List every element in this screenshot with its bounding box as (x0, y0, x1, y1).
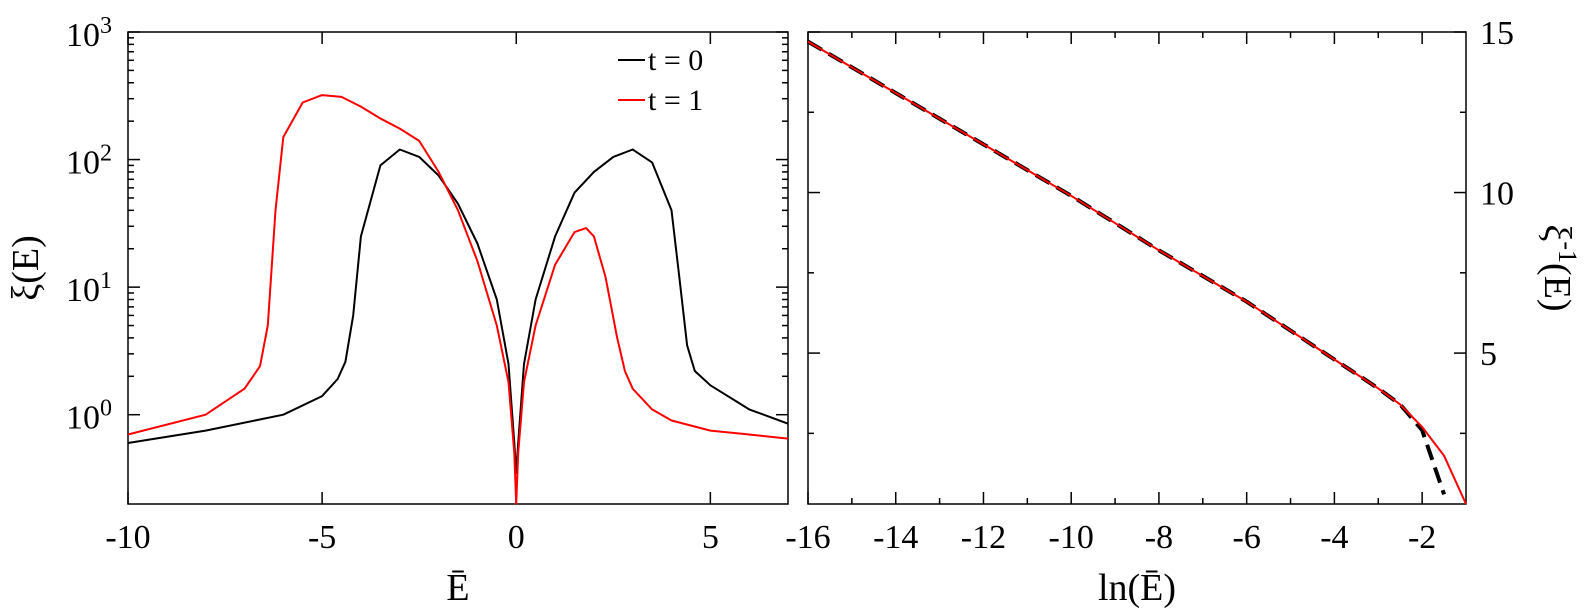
right-series-line (806, 39, 1446, 496)
right-series-line (807, 40, 1467, 505)
left-plot-frame (127, 31, 789, 505)
right-x-tick-label: -14 (873, 519, 918, 556)
right-x-tick-label: -12 (961, 519, 1006, 556)
right-x-tick-label: -8 (1145, 519, 1173, 556)
left-y-tick-label: 103 (66, 13, 112, 54)
left-x-tick-label: -10 (105, 519, 150, 556)
left-series-line (127, 94, 789, 505)
left-x-tick-label: 5 (702, 519, 719, 556)
right-plot-frame (807, 31, 1467, 505)
right-x-tick-label: -10 (1049, 519, 1094, 556)
right-y-tick-label: 5 (1480, 336, 1497, 373)
right-y-tick-label: 15 (1480, 15, 1514, 52)
right-y-axis-label-sup: -1 (1554, 241, 1583, 263)
legend-label-t0: t = 0 (648, 44, 703, 77)
right-y-axis-label-xi: ξ (1536, 224, 1578, 241)
left-y-axis-label: ξ(E) (5, 235, 47, 300)
right-x-tick-label: -2 (1408, 519, 1436, 556)
right-y-axis-label-arg: (E) (1536, 263, 1578, 312)
left-x-tick-label: -5 (308, 519, 336, 556)
left-y-tick-label: 101 (66, 268, 112, 309)
right-x-tick-label: -6 (1233, 519, 1261, 556)
left-x-tick-label: 0 (508, 519, 525, 556)
right-panel: -16 -14 -12 -10 -8 -6 -4 -2 5 10 15 ln(Ē) ξ-1(E) (785, 15, 1582, 609)
left-series (127, 94, 789, 505)
right-ticks: -16 -14 -12 -10 -8 -6 -4 -2 5 10 15 (785, 15, 1514, 556)
left-ticks: -10 -5 0 5 100 101 102 103 (66, 13, 788, 556)
right-x-axis-label: ln(Ē) (1098, 567, 1176, 609)
left-x-axis-label: Ē (446, 567, 469, 609)
right-x-tick-label: -16 (785, 519, 830, 556)
right-series (806, 39, 1467, 505)
left-y-tick-label: 100 (66, 396, 112, 437)
left-y-tick-label: 102 (66, 141, 112, 182)
right-x-tick-label: -4 (1320, 519, 1348, 556)
right-y-axis-label: ξ-1(E) (1536, 224, 1583, 311)
left-panel: -10 -5 0 5 100 101 102 103 Ē ξ(E) t = 0 t = 1 (5, 13, 789, 609)
legend-label-t1: t = 1 (648, 84, 703, 117)
legend: t = 0 t = 1 (618, 44, 703, 117)
right-y-tick-label: 10 (1480, 176, 1514, 213)
